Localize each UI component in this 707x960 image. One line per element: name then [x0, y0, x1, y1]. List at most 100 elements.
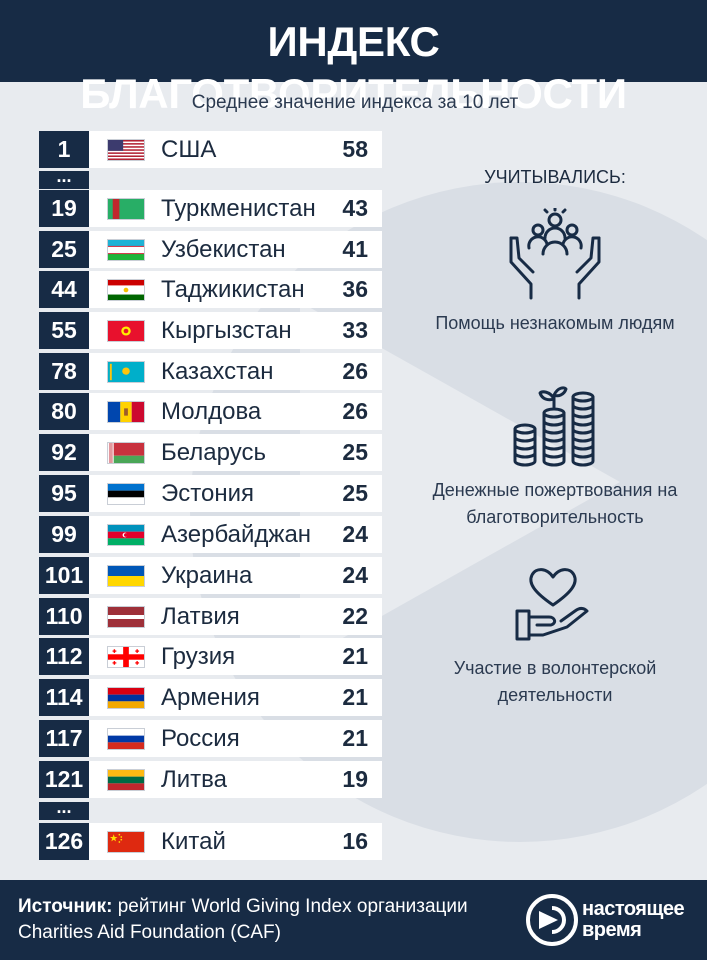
people-in-hands-icon: [509, 208, 601, 300]
country-cell: Грузия 21: [89, 638, 382, 675]
country-name: Китай: [161, 828, 226, 855]
country-cell: США 58: [89, 131, 382, 168]
rank-cell: 95: [39, 475, 89, 512]
rank-cell: 80: [39, 393, 89, 430]
rank-cell: 44: [39, 271, 89, 308]
index-value: 22: [342, 603, 368, 629]
coins-with-sprout-icon: [513, 386, 595, 467]
georgia-flag-icon: [107, 646, 145, 668]
moldova-flag-icon: [107, 401, 145, 423]
latvia-flag-icon: [107, 606, 145, 628]
table-row: 55 Кыргызстан 33: [39, 312, 382, 349]
country-name: Россия: [161, 725, 240, 752]
table-row: 1 США 58: [39, 131, 382, 168]
country-cell: Туркменистан 43: [89, 190, 382, 227]
criteria-label-2: Денежные пожертвования на благотворитель…: [432, 480, 678, 527]
index-value: 25: [342, 480, 368, 506]
country-cell: Беларусь 25: [89, 434, 382, 471]
ellipsis-marker: ...: [39, 167, 89, 189]
heart-in-hand-icon: [515, 568, 589, 641]
table-row: 121 Литва 19: [39, 761, 382, 798]
brand-logo-text: настоящее время: [582, 899, 685, 941]
criteria-title: УЧИТЫВАЛИСЬ:: [484, 167, 626, 187]
criteria-label-3: Участие в волонтерской деятельности: [453, 658, 657, 705]
rank-cell: 1: [39, 131, 89, 168]
country-name: Беларусь: [161, 439, 266, 466]
table-row: 110 Латвия 22: [39, 598, 382, 635]
armenia-flag-icon: [107, 687, 145, 709]
rank-cell: 117: [39, 720, 89, 757]
country-cell: Китай 16: [89, 823, 382, 860]
country-name: Узбекистан: [161, 236, 286, 263]
country-name: Армения: [161, 684, 260, 711]
index-value: 25: [342, 439, 368, 465]
rank-cell: 19: [39, 190, 89, 227]
table-row: 78 Казахстан 26: [39, 353, 382, 390]
country-name: Грузия: [161, 643, 236, 670]
header-bar: ИНДЕКС БЛАГОТВОРИТЕЛЬНОСТИ: [0, 0, 707, 117]
index-value: 21: [342, 643, 368, 669]
index-value: 24: [342, 521, 368, 547]
source-label: Источник:: [18, 896, 113, 917]
rank-cell: 121: [39, 761, 89, 798]
index-value: 41: [342, 236, 368, 262]
country-name: Кыргызстан: [161, 317, 292, 344]
china-flag-icon: [107, 831, 145, 853]
country-name: Латвия: [161, 603, 240, 630]
country-cell: Литва 19: [89, 761, 382, 798]
ukraine-flag-icon: [107, 565, 145, 587]
tajikistan-flag-icon: [107, 279, 145, 301]
belarus-flag-icon: [107, 442, 145, 464]
criteria-label-1: Помощь незнакомым людям: [435, 313, 675, 333]
index-value: 24: [342, 562, 368, 588]
table-row: 101 Украина 24: [39, 557, 382, 594]
estonia-flag-icon: [107, 483, 145, 505]
source-note: Источник: рейтинг World Giving Index орг…: [18, 894, 488, 946]
country-cell: Молдова 26: [89, 393, 382, 430]
index-value: 43: [342, 195, 368, 221]
rank-cell: 92: [39, 434, 89, 471]
rank-cell: 114: [39, 679, 89, 716]
country-cell: Узбекистан 41: [89, 231, 382, 268]
kyrgyzstan-flag-icon: [107, 320, 145, 342]
table-row: 99 Азербайджан 24: [39, 516, 382, 553]
country-cell: Казахстан 26: [89, 353, 382, 390]
rank-cell: 99: [39, 516, 89, 553]
source-text: рейтинг World Giving Index организации C…: [18, 896, 468, 943]
rank-cell: 55: [39, 312, 89, 349]
country-name: Эстония: [161, 480, 254, 507]
index-value: 36: [342, 276, 368, 302]
rank-cell: 101: [39, 557, 89, 594]
country-cell: Кыргызстан 33: [89, 312, 382, 349]
country-cell: Таджикистан 36: [89, 271, 382, 308]
table-row: 112 Грузия 21: [39, 638, 382, 675]
rank-cell: 126: [39, 823, 89, 860]
nastoyashchee-vremya-logo-icon: [526, 894, 578, 946]
country-cell: Украина 24: [89, 557, 382, 594]
country-name: Литва: [161, 766, 227, 793]
azerbaijan-flag-icon: [107, 524, 145, 546]
country-name: Украина: [161, 562, 253, 589]
rank-cell: 25: [39, 231, 89, 268]
country-name: Туркменистан: [161, 195, 316, 222]
country-name: Азербайджан: [161, 521, 312, 548]
country-name: США: [161, 136, 217, 163]
rank-cell: 78: [39, 353, 89, 390]
table-row: 114 Армения 21: [39, 679, 382, 716]
table-row: 92 Беларусь 25: [39, 434, 382, 471]
country-cell: Эстония 25: [89, 475, 382, 512]
rank-cell: 110: [39, 598, 89, 635]
table-row: 80 Молдова 26: [39, 393, 382, 430]
subtitle: Среднее значение индекса за 10 лет: [191, 92, 519, 113]
country-cell: Россия 21: [89, 720, 382, 757]
country-cell: Армения 21: [89, 679, 382, 716]
index-value: 16: [342, 828, 368, 854]
table-row: 44 Таджикистан 36: [39, 271, 382, 308]
country-cell: Латвия 22: [89, 598, 382, 635]
index-value: 21: [342, 725, 368, 751]
table-row: 25 Узбекистан 41: [39, 231, 382, 268]
rank-cell: 112: [39, 638, 89, 675]
country-name: Молдова: [161, 398, 262, 425]
index-value: 21: [342, 684, 368, 710]
table-row: 95 Эстония 25: [39, 475, 382, 512]
